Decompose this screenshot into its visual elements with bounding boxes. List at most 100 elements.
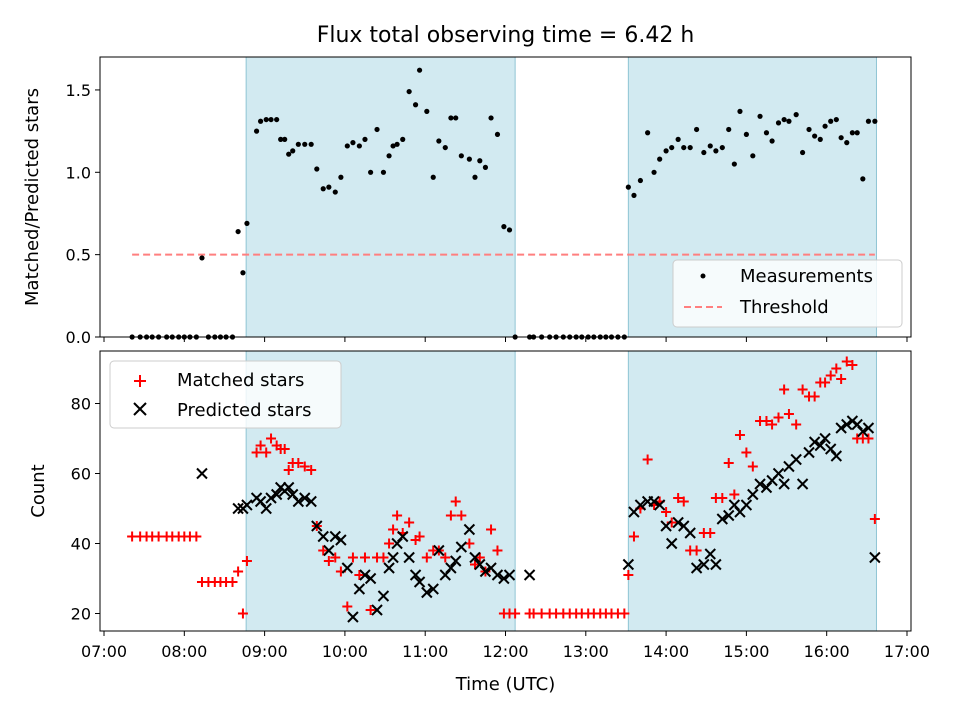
matched-stars-point xyxy=(293,458,304,468)
measurements-point xyxy=(501,224,507,230)
predicted-stars-stroke xyxy=(305,495,317,508)
measurements-point xyxy=(694,126,700,133)
measurements-point xyxy=(731,161,737,167)
matched-stars-point xyxy=(619,608,630,619)
matched-stars-point xyxy=(388,524,399,535)
measurements-point xyxy=(326,184,332,190)
matched-stars-point xyxy=(661,507,672,517)
matched-stars-point xyxy=(691,545,702,556)
measurements-point xyxy=(332,189,338,195)
matched-stars-point xyxy=(191,531,202,542)
predicted-stars-stroke xyxy=(450,555,462,567)
predicted-stars-stroke xyxy=(857,425,869,438)
matched-stars-point xyxy=(767,419,778,430)
predicted-stars-stroke xyxy=(808,436,821,448)
predicted-stars-point xyxy=(634,499,647,511)
measurements-point xyxy=(286,151,292,157)
predicted-stars-stroke xyxy=(455,541,468,553)
measurements-point xyxy=(844,140,850,146)
measurements-point xyxy=(400,136,406,142)
measurements-point xyxy=(278,136,284,142)
predicted-stars-point xyxy=(796,478,809,490)
predicted-stars-stroke xyxy=(427,583,439,595)
matched-stars-point xyxy=(869,514,880,524)
predicted-stars-point xyxy=(503,569,516,581)
x-tick-label: 10:00 xyxy=(322,642,368,661)
predicted-stars-stroke xyxy=(485,562,497,574)
matched-stars-point xyxy=(474,552,485,563)
predicted-stars-stroke xyxy=(403,551,415,564)
predicted-stars-stroke xyxy=(463,523,476,536)
matched-stars-point xyxy=(392,510,403,521)
matched-stars-point xyxy=(492,545,503,556)
predicted-stars-point xyxy=(270,488,283,501)
predicted-stars-point xyxy=(409,569,422,581)
predicted-stars-point xyxy=(421,586,433,599)
predicted-stars-stroke xyxy=(634,499,647,511)
predicted-stars-stroke xyxy=(796,478,809,490)
measurements-point xyxy=(506,227,513,233)
predicted-stars-point xyxy=(311,520,323,532)
measurements-point xyxy=(482,164,489,170)
measurements-point xyxy=(769,138,775,144)
predicted-stars-stroke xyxy=(790,453,802,466)
measurements-point xyxy=(719,144,725,151)
predicted-stars-stroke xyxy=(869,551,881,564)
predicted-stars-point xyxy=(648,495,660,508)
predicted-stars-point xyxy=(260,502,272,515)
measurements-point xyxy=(430,174,436,180)
measurements-point xyxy=(424,108,430,114)
matched-stars-point xyxy=(306,465,317,475)
ratio-panel: Flux total observing time = 6.42 h 0.00.… xyxy=(22,23,912,347)
matched-stars-point xyxy=(783,409,794,419)
measurements-point xyxy=(828,118,834,124)
matched-stars-point xyxy=(237,608,248,619)
predicted-stars-stroke xyxy=(672,516,684,529)
predicted-stars-point xyxy=(862,422,875,434)
predicted-stars-point xyxy=(433,544,445,557)
measurements-point xyxy=(812,133,818,139)
predicted-stars-point xyxy=(329,530,341,543)
predicted-stars-stroke xyxy=(819,432,831,445)
measurements-point xyxy=(781,116,787,123)
predicted-stars-stroke xyxy=(353,583,366,595)
count-points xyxy=(127,356,881,623)
measurements-point xyxy=(631,192,637,198)
measurements-point xyxy=(872,118,878,124)
predicted-stars-point xyxy=(359,569,371,581)
legend-measurements-label: Measurements xyxy=(740,266,873,287)
measurements-point xyxy=(442,144,448,151)
predicted-stars-stroke xyxy=(265,492,277,504)
top-x-ticks xyxy=(103,337,908,342)
predicted-stars-point xyxy=(463,523,476,536)
x-tick-label: 12:00 xyxy=(482,642,528,661)
predicted-stars-point xyxy=(716,513,729,525)
measurements-point xyxy=(651,169,657,175)
predicted-stars-point xyxy=(814,439,826,452)
predicted-stars-point xyxy=(778,478,790,490)
measurements-point xyxy=(412,102,419,108)
matched-stars-point xyxy=(642,454,653,465)
predicted-stars-stroke xyxy=(254,495,267,508)
x-tick-label: 16:00 xyxy=(804,642,850,661)
matched-stars-point xyxy=(241,556,252,566)
predicted-stars-stroke xyxy=(814,439,826,452)
predicted-stars-point xyxy=(232,502,244,515)
measurements-point xyxy=(477,158,483,164)
matched-stars-point xyxy=(717,493,728,503)
predicted-stars-stroke xyxy=(299,492,311,504)
predicted-stars-point xyxy=(841,418,853,431)
measurements-point xyxy=(458,153,464,159)
top-legend-box xyxy=(672,259,903,328)
predicted-stars-stroke xyxy=(728,499,741,511)
predicted-stars-point xyxy=(747,488,759,501)
matched-stars-point xyxy=(741,447,752,458)
predicted-stars-point xyxy=(371,604,383,616)
predicted-stars-point xyxy=(491,569,504,581)
measurements-point xyxy=(854,130,860,136)
measurements-point xyxy=(750,153,756,159)
matched-stars-point xyxy=(841,356,852,367)
matched-stars-point xyxy=(797,384,808,395)
predicted-stars-stroke xyxy=(835,422,847,434)
observing-window xyxy=(245,56,516,338)
